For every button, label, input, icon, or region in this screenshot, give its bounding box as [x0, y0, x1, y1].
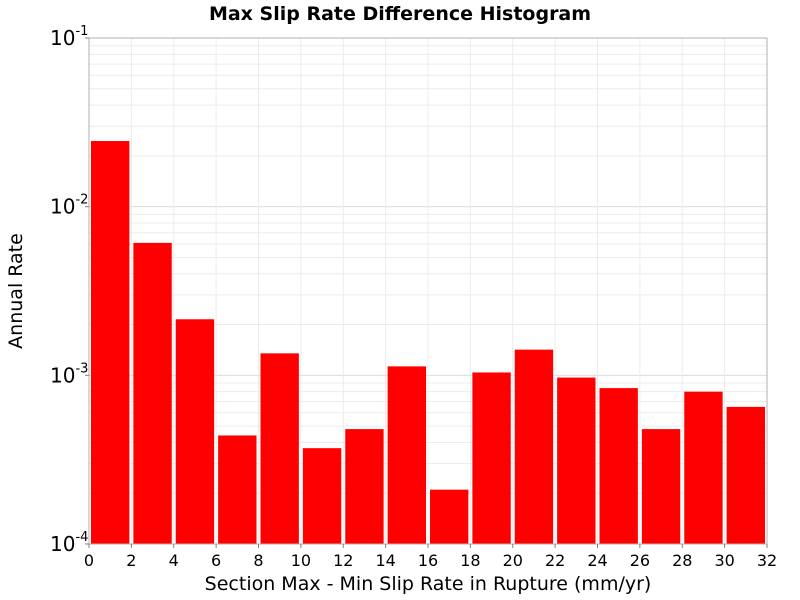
histogram-bar	[472, 372, 511, 544]
x-tick-label: 4	[169, 551, 179, 570]
y-axis-ticks: 10-4 10-3 10-2 10-1	[50, 24, 89, 556]
x-tick-label: 28	[672, 551, 692, 570]
histogram-bar	[557, 377, 596, 544]
histogram-bar	[175, 319, 215, 544]
x-axis-ticks: 0 2 4 6 8 10 12 14 16 18 20 22 24 26 28 30 32	[84, 544, 777, 570]
histogram-bar	[430, 489, 469, 544]
x-tick-label: 24	[587, 551, 607, 570]
x-tick-label: 22	[545, 551, 565, 570]
y-tick-label: 10-3	[50, 361, 88, 387]
x-tick-label: 26	[630, 551, 650, 570]
histogram-bar	[345, 429, 384, 544]
histogram-bar	[302, 448, 342, 544]
x-tick-label: 30	[714, 551, 734, 570]
x-tick-label: 2	[126, 551, 136, 570]
x-tick-label: 8	[253, 551, 263, 570]
y-tick-label: 10-1	[50, 24, 88, 50]
chart-title: Max Slip Rate Difference Histogram	[209, 3, 591, 25]
x-tick-label: 32	[757, 551, 777, 570]
histogram-bar	[599, 388, 638, 544]
histogram-bar	[514, 349, 554, 544]
x-tick-label: 18	[460, 551, 480, 570]
histogram-bar	[260, 353, 299, 544]
histogram-bar	[387, 366, 426, 544]
x-axis-label: Section Max - Min Slip Rate in Rupture (…	[205, 573, 652, 595]
histogram-bar	[726, 406, 765, 544]
histogram-bar	[684, 391, 723, 544]
x-tick-label: 6	[211, 551, 221, 570]
x-tick-label: 16	[418, 551, 438, 570]
histogram-bar	[91, 141, 130, 544]
x-tick-label: 0	[84, 551, 94, 570]
x-tick-label: 10	[291, 551, 311, 570]
bars	[91, 141, 765, 544]
histogram-bar	[133, 242, 172, 544]
histogram-bar	[218, 435, 257, 544]
histogram-bar	[641, 429, 681, 544]
y-tick-label: 10-2	[50, 193, 88, 219]
x-tick-label: 14	[375, 551, 395, 570]
y-axis-label: Annual Rate	[5, 233, 27, 349]
x-tick-label: 12	[333, 551, 353, 570]
x-tick-label: 20	[503, 551, 523, 570]
y-tick-label: 10-4	[50, 530, 88, 556]
